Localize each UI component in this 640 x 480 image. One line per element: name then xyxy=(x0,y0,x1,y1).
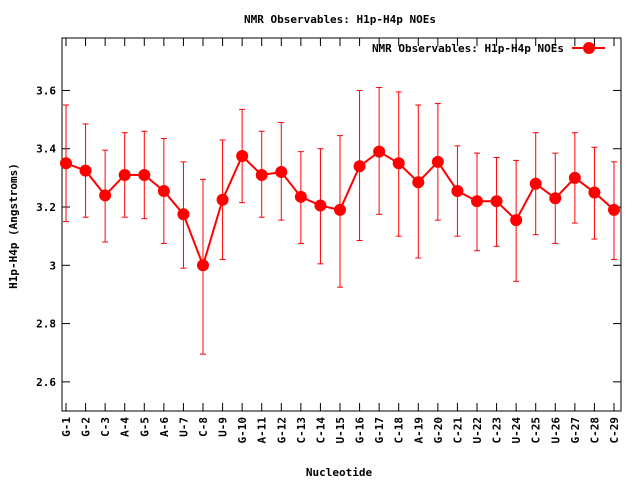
data-point xyxy=(431,155,444,168)
x-tick-label: U-15 xyxy=(334,417,347,444)
x-tick-label: A-11 xyxy=(256,417,269,444)
x-tick-label: U-9 xyxy=(217,417,230,437)
data-point xyxy=(549,192,562,205)
x-tick-label: C-18 xyxy=(393,417,406,444)
legend-label: NMR Observables: H1p-H4p NOEs xyxy=(372,42,564,55)
legend: NMR Observables: H1p-H4p NOEs xyxy=(372,42,605,55)
x-tick-label: U-24 xyxy=(510,417,523,444)
data-point xyxy=(588,186,601,199)
x-tick-label: G-17 xyxy=(373,417,386,444)
y-tick-label: 2.8 xyxy=(36,318,56,331)
data-point xyxy=(275,166,288,179)
x-tick-label: U-7 xyxy=(177,417,190,437)
x-tick-label: U-26 xyxy=(549,417,562,444)
error-bars xyxy=(63,87,617,355)
data-point xyxy=(373,145,386,158)
x-tick-label: C-23 xyxy=(491,417,504,444)
data-point xyxy=(60,157,72,170)
data-point xyxy=(79,164,92,177)
data-point xyxy=(353,160,366,173)
y-tick-label: 3.6 xyxy=(36,84,56,97)
data-point xyxy=(138,168,151,181)
data-points xyxy=(60,145,620,272)
data-point xyxy=(314,199,327,212)
chart-title: NMR Observables: H1p-H4p NOEs xyxy=(244,13,436,26)
x-tick-label: C-21 xyxy=(451,417,464,444)
x-tick-label: G-20 xyxy=(432,417,445,444)
data-point xyxy=(490,195,503,208)
data-point xyxy=(608,203,620,216)
data-point xyxy=(99,189,112,202)
x-tick-label: G-12 xyxy=(275,417,288,444)
x-tick-label: C-13 xyxy=(295,417,308,444)
data-point xyxy=(412,176,425,189)
plot-frame xyxy=(61,37,622,412)
data-point xyxy=(157,184,170,197)
data-point xyxy=(451,184,464,197)
x-tick-label: C-3 xyxy=(99,417,112,437)
legend-marker xyxy=(583,42,595,54)
data-point xyxy=(334,203,346,216)
x-tick-label: C-25 xyxy=(530,417,543,444)
data-point xyxy=(236,150,249,163)
data-point xyxy=(255,168,268,181)
data-point xyxy=(177,208,190,221)
x-tick-label: A-19 xyxy=(412,417,425,444)
data-point xyxy=(216,193,229,206)
x-tick-label: G-1 xyxy=(60,417,73,437)
x-tick-label: C-29 xyxy=(608,417,621,444)
x-tick-label: G-2 xyxy=(80,417,93,437)
x-tick-label: G-10 xyxy=(236,417,249,444)
x-tick-label: A-4 xyxy=(119,417,132,437)
x-tick-label: C-14 xyxy=(314,417,327,444)
x-tick-label: G-16 xyxy=(354,417,367,444)
data-point xyxy=(529,177,542,190)
x-tick-label: U-22 xyxy=(471,417,484,444)
y-tick-label: 2.6 xyxy=(36,376,56,389)
x-tick-label: G-5 xyxy=(138,417,151,437)
data-point xyxy=(392,157,405,170)
x-tick-label: C-28 xyxy=(588,417,601,444)
data-point xyxy=(510,214,523,227)
x-tick-label: G-27 xyxy=(569,417,582,444)
data-point xyxy=(568,171,581,184)
data-point xyxy=(197,259,209,272)
data-point xyxy=(294,190,307,203)
axis-ticks: 2.6 2.8 3 3.2 3.4 3.6 G-1 G-2 C-3 A-4 G-5 A-6 U-7 C-8… xyxy=(36,38,621,444)
x-axis-label: Nucleotide xyxy=(306,466,373,479)
data-point xyxy=(471,195,483,208)
x-tick-label: A-6 xyxy=(158,417,171,437)
data-point xyxy=(118,168,131,181)
y-tick-label: 3.4 xyxy=(36,143,56,156)
y-tick-label: 3.2 xyxy=(36,201,56,214)
y-tick-label: 3 xyxy=(49,259,56,272)
x-tick-label: C-8 xyxy=(197,417,210,437)
y-axis-label: H1p-H4p (Angstroms) xyxy=(7,163,20,289)
